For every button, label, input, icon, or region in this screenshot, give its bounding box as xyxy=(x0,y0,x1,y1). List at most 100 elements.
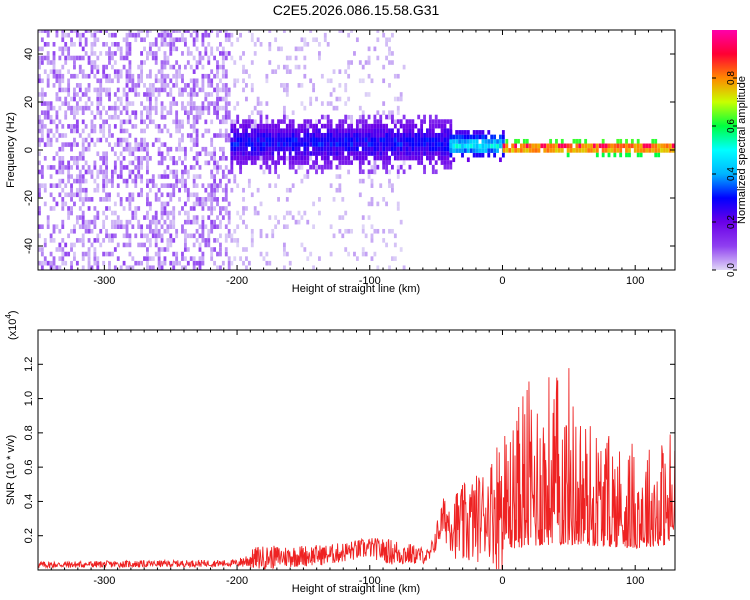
heatmap-cell xyxy=(318,142,321,147)
heatmap-cell xyxy=(326,142,330,147)
heatmap-cell xyxy=(344,247,348,252)
heatmap-cell xyxy=(501,134,505,140)
heatmap-cell xyxy=(110,133,114,138)
heatmap-cell xyxy=(227,228,231,234)
heatmap-cell xyxy=(119,151,123,157)
heatmap-cell xyxy=(329,183,333,188)
heatmap-cell xyxy=(379,142,383,147)
heatmap-cell xyxy=(216,105,219,111)
heatmap-cell xyxy=(259,233,263,239)
heatmap-cell xyxy=(347,60,351,65)
heatmap-cell xyxy=(250,142,254,147)
heatmap-cell xyxy=(99,87,103,93)
heatmap-cell xyxy=(108,251,111,257)
heatmap-cell xyxy=(160,69,164,74)
heatmap-cell xyxy=(434,137,438,143)
heatmap-cell xyxy=(213,55,217,61)
heatmap-cell xyxy=(434,119,438,124)
heatmap-cell xyxy=(288,151,292,156)
heatmap-cell xyxy=(484,134,488,140)
heatmap-cell xyxy=(125,92,129,97)
heatmap-cell xyxy=(52,42,56,47)
heatmap-cell xyxy=(207,101,211,106)
heatmap-cell xyxy=(81,55,85,61)
heatmap-cell xyxy=(247,123,251,129)
heatmap-cell xyxy=(282,251,286,257)
heatmap-cell xyxy=(146,146,149,152)
heatmap-cell xyxy=(224,224,228,230)
heatmap-cell xyxy=(557,148,561,153)
heatmap-cell xyxy=(181,137,184,143)
heatmap-cell xyxy=(236,119,240,124)
heatmap-cell xyxy=(224,174,228,179)
snr-xtick-label: -200 xyxy=(226,575,248,587)
heatmap-cell xyxy=(253,42,257,47)
heatmap-cell xyxy=(125,228,129,234)
heatmap-cell xyxy=(335,187,339,193)
heatmap-cell xyxy=(192,101,196,106)
heatmap-cell xyxy=(280,137,283,143)
heatmap-cell xyxy=(288,132,292,138)
heatmap-cell xyxy=(616,143,620,149)
heatmap-cell xyxy=(236,137,240,143)
heatmap-cell xyxy=(455,143,459,149)
heatmap-cell xyxy=(616,138,620,144)
heatmap-cell xyxy=(645,148,649,153)
heatmap-cell xyxy=(198,51,202,56)
heatmap-cell xyxy=(125,233,129,239)
heatmap-cell xyxy=(40,183,44,188)
heatmap-cell xyxy=(555,143,558,149)
heatmap-cell xyxy=(163,51,167,56)
heatmap-cell xyxy=(186,30,190,33)
heatmap-cell xyxy=(113,105,117,111)
heatmap-cell xyxy=(399,164,403,170)
heatmap-cell xyxy=(595,148,599,153)
heatmap-cell xyxy=(654,138,658,144)
heatmap-cell xyxy=(323,137,327,143)
heatmap-cell xyxy=(195,260,199,266)
heatmap-cell xyxy=(61,260,65,266)
heatmap-cell xyxy=(46,260,50,266)
heatmap-cell xyxy=(388,83,391,88)
heatmap-cell xyxy=(163,183,167,188)
heatmap-cell xyxy=(113,42,117,47)
heatmap-cell xyxy=(288,55,292,61)
heatmap-cell xyxy=(169,110,173,116)
heatmap-cell xyxy=(282,119,286,124)
heatmap-cell xyxy=(519,143,523,149)
heatmap-cell xyxy=(472,143,476,149)
heatmap-cell xyxy=(90,60,94,65)
heatmap-cell xyxy=(224,92,228,97)
heatmap-cell xyxy=(207,215,211,220)
heatmap-cell xyxy=(137,64,141,70)
heatmap-cell xyxy=(417,155,421,161)
heatmap-cell xyxy=(148,119,152,125)
heatmap-cell xyxy=(75,142,79,147)
heatmap-cell xyxy=(288,164,292,170)
heatmap-cell xyxy=(282,110,286,116)
heatmap-cell xyxy=(344,142,348,147)
heatmap-cell xyxy=(46,110,50,116)
heatmap-cell xyxy=(461,134,464,140)
heatmap-cell xyxy=(96,233,100,239)
heatmap-cell xyxy=(393,96,397,102)
heatmap-cell xyxy=(230,137,234,143)
heatmap-cell xyxy=(108,142,111,147)
heatmap-cell xyxy=(151,55,155,61)
heatmap-cell xyxy=(315,165,318,170)
heatmap-cell xyxy=(210,192,214,198)
heatmap-cell xyxy=(648,143,652,149)
heatmap-cell xyxy=(379,128,383,134)
heatmap-cell xyxy=(227,32,231,38)
heatmap-cell xyxy=(338,228,342,234)
heatmap-cell xyxy=(183,256,187,261)
heatmap-cell xyxy=(122,37,126,43)
heatmap-cell xyxy=(335,132,339,138)
heatmap-cell xyxy=(385,137,389,143)
heatmap-cell xyxy=(108,260,111,266)
heatmap-cell xyxy=(326,160,330,165)
heatmap-cell xyxy=(116,142,120,147)
heatmap-cell xyxy=(137,174,141,179)
heatmap-cell xyxy=(245,119,248,124)
